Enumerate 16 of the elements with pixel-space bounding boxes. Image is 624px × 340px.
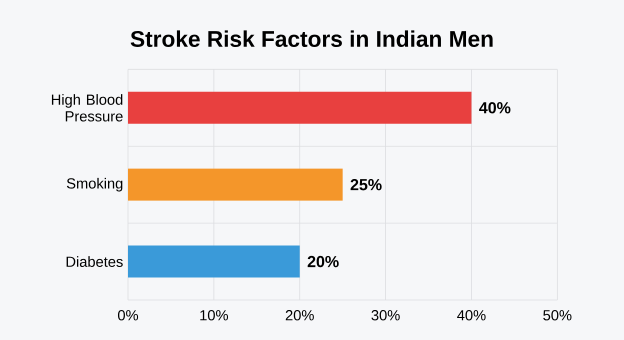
chart-title: Stroke Risk Factors in Indian Men (130, 30, 493, 47)
x-tick-label: 50% (543, 310, 572, 320)
bar (128, 168, 343, 201)
bar (128, 92, 472, 124)
x-tick-label: 40% (457, 310, 486, 320)
data-label: 20% (308, 256, 339, 268)
y-tick-label: Smoking (66, 178, 122, 192)
y-tick-label: Diabetes (66, 256, 123, 267)
x-tick-label: 20% (286, 310, 314, 320)
bar (128, 246, 300, 278)
data-label: 40% (479, 102, 510, 114)
y-tick-label: High Blood Pressure (52, 94, 123, 122)
x-tick-label: 0% (118, 310, 138, 320)
x-tick-label: 10% (200, 310, 228, 320)
x-tick-label: 30% (371, 310, 400, 320)
data-label: 25% (350, 179, 382, 190)
